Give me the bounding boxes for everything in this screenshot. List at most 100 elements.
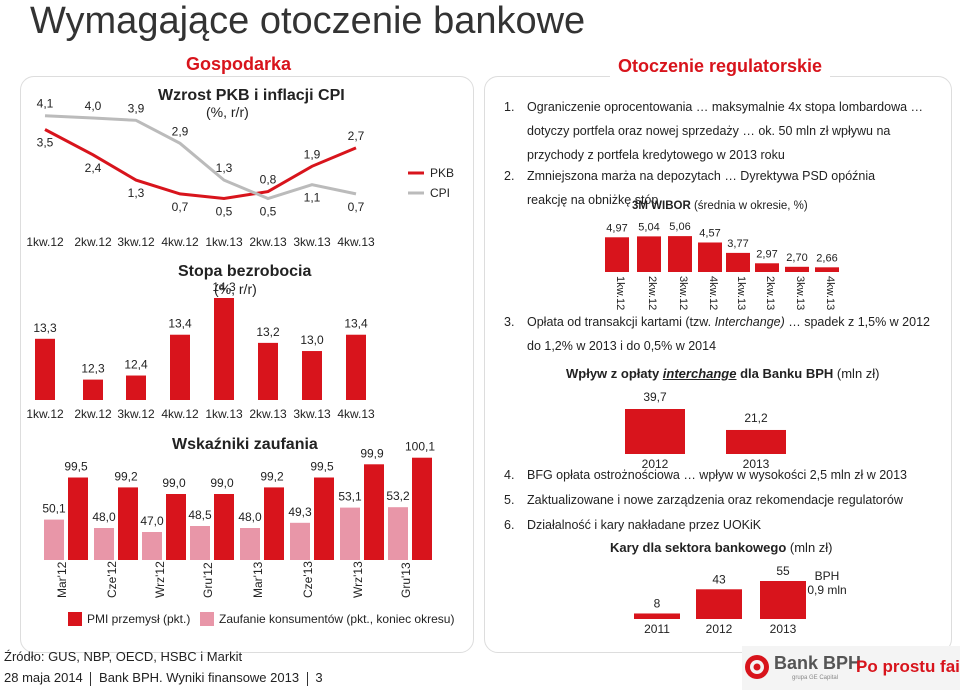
cpi-data-label: 0,5	[260, 205, 277, 219]
consumer-legend-swatch	[200, 612, 214, 626]
pmi-bar	[142, 532, 162, 560]
unemployment-bar	[258, 342, 278, 400]
wibor-chart-title: 3M WIBOR (średnia w okresie, %)	[632, 200, 808, 212]
confidence-chart-title: Wskaźniki zaufania	[172, 436, 318, 453]
confidence-chart: 50,1 99,5 Mar'12 48,0 99,2 Cze'12 47,0 99,0 Wrz'…	[42, 440, 454, 626]
section-heading-regulatory: Otoczenie regulatorskie	[610, 56, 831, 77]
consumer-data-label: 99,0	[162, 476, 186, 490]
wibor-bar	[605, 237, 629, 272]
gdp-x-tick-label: 2kw.13	[249, 235, 287, 249]
pkb-data-label: 0,8	[260, 173, 277, 187]
unemployment-x-tick-label: 2kw.13	[249, 407, 287, 421]
wibor-bar	[668, 236, 692, 272]
unemployment-data-label: 14,3	[212, 280, 236, 294]
pkb-legend-label: PKB	[430, 166, 454, 180]
unemployment-chart-title: Stopa bezrobocia	[178, 263, 312, 280]
wibor-data-label: 5,04	[638, 221, 659, 233]
unemployment-x-tick-label: 4kw.12	[161, 407, 199, 421]
bank-name: Bank BPH	[774, 653, 862, 673]
unemployment-bar	[83, 379, 103, 400]
cpi-data-label: 4,1	[37, 97, 54, 111]
consumer-bar	[166, 494, 186, 560]
unemployment-data-label: 13,4	[168, 317, 192, 331]
wibor-x-tick-label: 4kw.12	[707, 276, 719, 310]
wibor-data-label: 2,66	[816, 252, 837, 264]
footer-page: 3	[315, 670, 323, 685]
consumer-data-label: 99,0	[210, 476, 234, 490]
penalties-chart-title: Kary dla sektora bankowego (mln zł)	[610, 540, 833, 555]
wibor-data-label: 4,97	[606, 222, 627, 234]
unemployment-data-label: 13,4	[344, 317, 368, 331]
cpi-legend-label: CPI	[430, 186, 450, 200]
footer-doc: Bank BPH. Wyniki finansowe 2013	[99, 670, 300, 685]
bph-callout-line-1: BPH	[815, 569, 840, 583]
unemployment-x-tick-label: 4kw.13	[337, 407, 375, 421]
wibor-x-tick-label: 1kw.13	[735, 276, 747, 310]
section-heading-economy: Gospodarka	[178, 54, 300, 75]
cpi-data-label: 3,9	[128, 101, 145, 115]
wibor-x-tick-label: 1kw.12	[614, 276, 626, 310]
reg-item-5: Zaktualizowane i nowe zarządzenia oraz r…	[527, 493, 903, 507]
pmi-data-label: 49,3	[288, 505, 312, 519]
interchange-x-tick-label: 2012	[642, 457, 669, 471]
cpi-data-label: 1,3	[216, 161, 233, 175]
wibor-title-main: 3M WIBOR	[632, 200, 691, 212]
pmi-bar	[340, 507, 360, 560]
reg-item-3-text-b: … spadek z 1,5% w 2012 do 1,2% w 2013 i …	[527, 315, 930, 353]
pkb-data-label: 3,5	[37, 136, 54, 150]
unemployment-data-label: 12,3	[81, 362, 105, 376]
consumer-bar	[264, 487, 284, 560]
pmi-data-label: 48,0	[92, 510, 116, 524]
interchange-data-label: 21,2	[744, 411, 768, 425]
gdp-cpi-chart: 3,5 4,1 1kw.12 2,4 4,0 2kw.12 1,3 3,9 3kw.12 0,7 2…	[26, 97, 454, 249]
gdp-cpi-chart-subtitle: (%, r/r)	[206, 104, 249, 120]
reg-item-6-number: 6.	[504, 518, 515, 532]
unemployment-x-tick-label: 2kw.12	[74, 407, 112, 421]
unemployment-chart: 13,3 1kw.12 12,3 2kw.12 12,4 3kw.12 13,4 4kw.12…	[26, 280, 375, 421]
wibor-bar	[698, 242, 722, 272]
reg-item-1-number: 1.	[504, 100, 515, 114]
unemployment-chart-subtitle: (%, r/r)	[214, 281, 257, 297]
interchange-title-b: dla Banku BPH	[736, 366, 834, 381]
reg-item-2-number: 2.	[504, 169, 515, 183]
unemployment-bar	[214, 298, 234, 400]
unemployment-x-tick-label: 1kw.12	[26, 407, 64, 421]
wibor-bar	[726, 252, 750, 272]
penalties-bar	[634, 613, 680, 619]
reg-item-1: Ograniczenie oprocentowania … maksymalni…	[527, 100, 924, 162]
pkb-line	[44, 128, 357, 201]
penalties-title-main: Kary dla sektora bankowego	[610, 540, 787, 555]
consumer-bar	[412, 457, 432, 560]
confidence-x-tick-label: Mar'12	[55, 561, 69, 598]
wibor-data-label: 5,06	[669, 221, 690, 233]
gdp-x-tick-label: 1kw.12	[26, 235, 64, 249]
confidence-x-tick-label: Wrz'13	[351, 561, 365, 598]
reg-item-3-number: 3.	[504, 315, 515, 329]
reg-item-4: BFG opłata ostrożnościowa … wpływ w wyso…	[527, 468, 908, 482]
cpi-data-label: 1,1	[304, 191, 321, 205]
bank-logo-icon	[744, 654, 770, 680]
reg-item-3-text-a: Opłata od transakcji kartami (tzw.	[527, 315, 715, 329]
unemployment-x-tick-label: 3kw.12	[117, 407, 155, 421]
pkb-data-label: 0,5	[216, 205, 233, 219]
unemployment-x-tick-label: 1kw.13	[205, 407, 243, 421]
wibor-bar	[815, 267, 839, 272]
gdp-cpi-chart-title: Wzrost PKB i inflacji CPI	[158, 87, 345, 104]
unemployment-data-label: 12,4	[124, 358, 148, 372]
pmi-data-label: 48,5	[188, 508, 212, 522]
penalties-data-label: 8	[654, 596, 661, 610]
consumer-bar	[314, 477, 334, 560]
slogan: Po prostu fair	[856, 657, 960, 676]
wibor-data-label: 4,57	[699, 227, 720, 239]
unemployment-data-label: 13,2	[256, 325, 280, 339]
penalties-x-tick-label: 2013	[770, 622, 797, 636]
penalties-bar	[760, 581, 806, 619]
page-title: Wymagające otoczenie bankowe	[30, 0, 586, 42]
wibor-data-label: 3,77	[727, 238, 748, 250]
economy-panel	[20, 76, 474, 653]
cpi-data-label: 0,7	[348, 200, 365, 214]
unemployment-bar	[126, 375, 146, 400]
reg-item-5-number: 5.	[504, 493, 515, 507]
pkb-data-label: 2,7	[348, 129, 365, 143]
